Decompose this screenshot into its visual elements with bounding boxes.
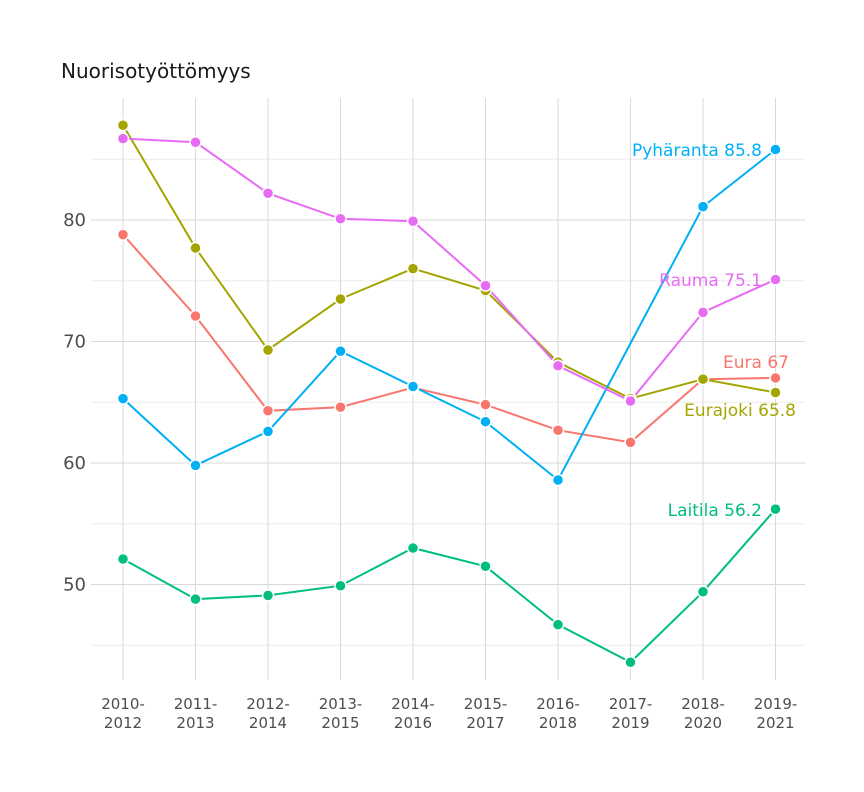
- end-label-eurajoki: Eurajoki 65.8: [684, 401, 796, 421]
- data-point-rauma: [769, 273, 782, 286]
- series-end-labels: Eura 67 Eurajoki 65.8 Laitila 56.2 Pyhärant…: [632, 141, 796, 521]
- data-point-rauma: [334, 212, 347, 226]
- data-point-eura: [334, 400, 347, 414]
- x-axis-ticks: 2010-2012 2011-2013 2012-2014 2013-2015 2014…: [101, 695, 797, 732]
- data-point-laitila: [696, 585, 710, 599]
- data-point-eurajoki: [769, 386, 782, 399]
- data-point-pyhäranta: [696, 200, 710, 213]
- series-line-pyhäranta: [122, 148, 777, 482]
- data-point-rauma: [116, 132, 130, 145]
- end-label-laitila: Laitila 56.2: [668, 501, 762, 521]
- chart-title: Nuorisotyöttömyys: [61, 59, 251, 83]
- x-tick-label: 2012-2014: [246, 695, 290, 732]
- x-tick-label: 2019-2021: [754, 695, 798, 732]
- series-line-eura: [122, 233, 776, 444]
- y-tick-label: 80: [63, 210, 86, 231]
- data-point-laitila: [116, 552, 130, 566]
- x-tick-label: 2018-2020: [681, 695, 725, 732]
- data-point-rauma: [624, 394, 637, 408]
- data-point-eurajoki: [334, 292, 347, 306]
- y-tick-label: 70: [63, 332, 86, 353]
- data-point-rauma: [189, 135, 202, 149]
- data-point-pyhäranta: [334, 344, 347, 358]
- series-line-eurajoki: [122, 124, 776, 400]
- data-point-laitila: [334, 579, 347, 592]
- x-tick-label: 2013-2015: [319, 695, 363, 732]
- series-points: [116, 118, 782, 669]
- x-tick-label: 2015-2017: [464, 695, 508, 732]
- series-line-laitila: [122, 508, 777, 664]
- data-point-eura: [624, 436, 637, 449]
- x-tick-label: 2016-2018: [536, 695, 580, 732]
- data-point-laitila: [479, 560, 492, 573]
- data-point-pyhäranta: [479, 415, 492, 428]
- data-point-eura: [261, 404, 275, 418]
- data-point-pyhäranta: [116, 392, 130, 405]
- x-tick-label: 2011-2013: [174, 695, 218, 732]
- series-lines: [122, 124, 777, 664]
- data-point-laitila: [189, 592, 202, 606]
- data-point-laitila: [551, 618, 565, 631]
- data-point-pyhäranta: [551, 473, 565, 487]
- data-point-laitila: [406, 541, 420, 555]
- data-point-pyhäranta: [189, 459, 202, 472]
- data-point-rauma: [406, 214, 420, 228]
- data-point-eura: [551, 423, 565, 437]
- data-point-pyhäranta: [261, 425, 275, 438]
- data-point-rauma: [261, 187, 275, 200]
- data-point-eurajoki: [189, 241, 202, 255]
- data-point-eura: [479, 398, 492, 411]
- data-point-eurajoki: [696, 372, 710, 386]
- series-line-rauma: [122, 137, 776, 403]
- end-label-pyhäranta: Pyhäranta 85.8: [632, 141, 762, 161]
- data-point-rauma: [551, 359, 565, 373]
- data-point-eura: [769, 371, 782, 385]
- data-point-eurajoki: [406, 262, 420, 275]
- data-point-pyhäranta: [769, 143, 782, 156]
- data-point-eura: [116, 228, 130, 241]
- data-point-pyhäranta: [406, 380, 420, 393]
- data-point-laitila: [261, 589, 275, 602]
- data-point-eurajoki: [261, 343, 275, 357]
- x-tick-label: 2017-2019: [609, 695, 653, 732]
- y-axis-ticks: 50 60 70 80: [63, 210, 86, 596]
- data-point-eurajoki: [116, 118, 130, 132]
- end-label-rauma: Rauma 75.1: [659, 271, 762, 291]
- data-point-eura: [189, 309, 202, 323]
- data-point-rauma: [479, 279, 492, 292]
- data-point-laitila: [624, 656, 637, 669]
- end-label-eura: Eura 67: [723, 353, 789, 373]
- data-point-rauma: [696, 306, 710, 319]
- x-tick-label: 2014-2016: [391, 695, 435, 732]
- y-tick-label: 50: [63, 575, 86, 596]
- data-point-laitila: [769, 502, 782, 516]
- y-tick-label: 60: [63, 453, 86, 474]
- x-tick-label: 2010-2012: [101, 695, 145, 732]
